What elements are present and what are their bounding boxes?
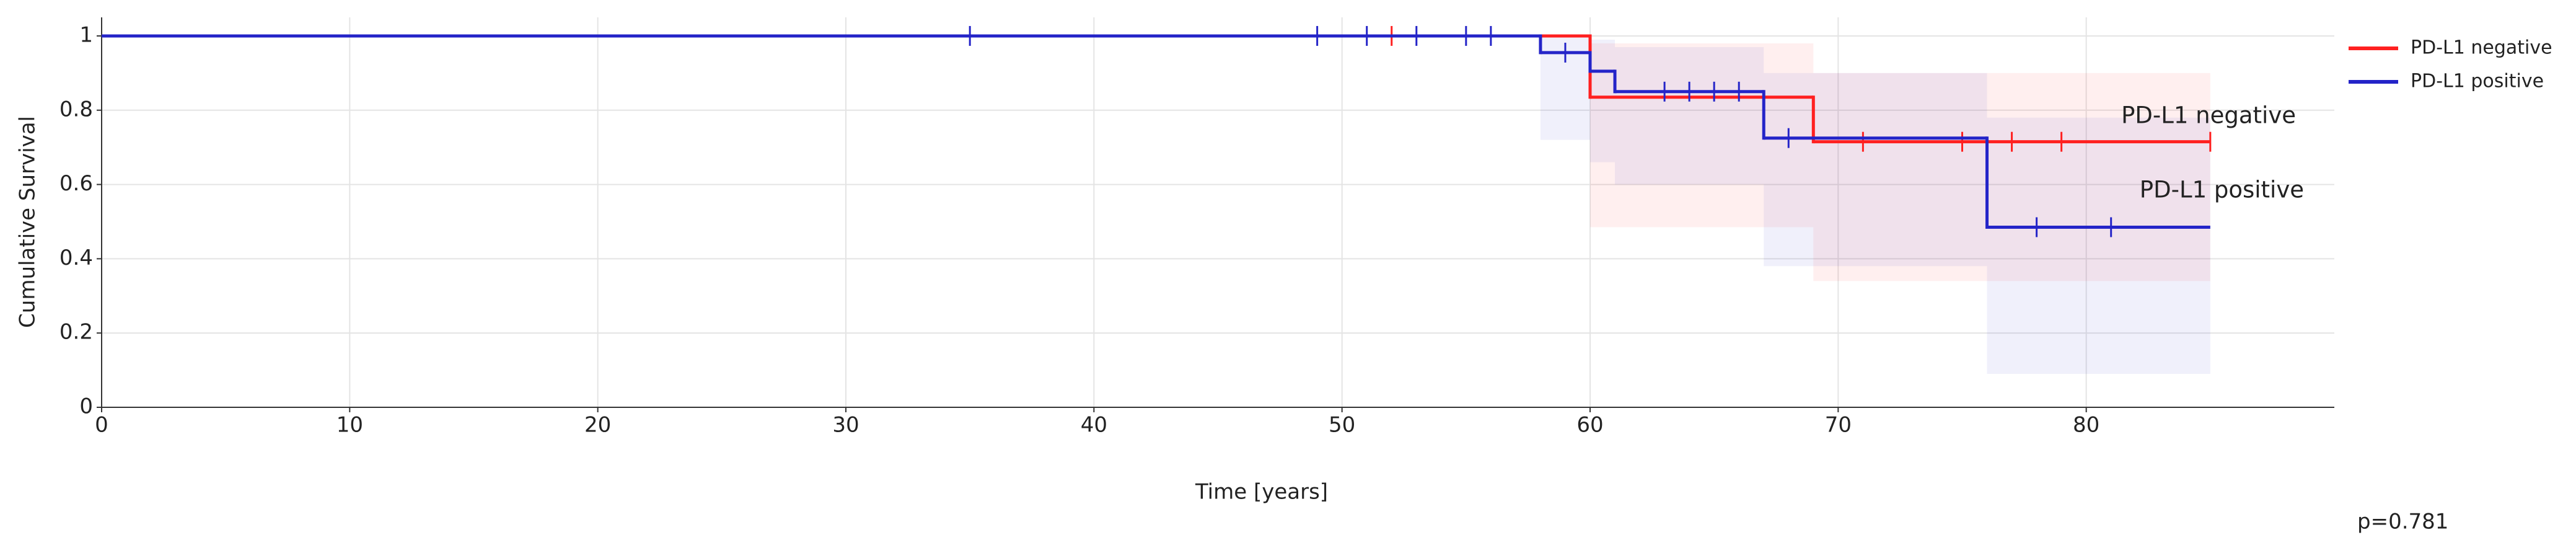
confidence-band <box>1764 73 1987 267</box>
y-tick-label: 0.8 <box>59 97 93 122</box>
x-axis-label: Time [years] <box>1195 480 1328 505</box>
y-tick-label: 0.6 <box>59 171 93 196</box>
confidence-band <box>1590 43 1814 228</box>
confidence-band <box>1615 46 1764 185</box>
confidence-band <box>1590 39 1615 162</box>
x-tick-label: 30 <box>832 413 859 438</box>
annotation: PD-L1 negative <box>2121 102 2296 129</box>
p-value: p=0.781 <box>2357 510 2448 534</box>
x-tick-label: 60 <box>1576 413 1603 438</box>
annotation: PD-L1 positive <box>2140 177 2304 203</box>
y-axis-label: Cumulative Survival <box>15 116 40 328</box>
y-tick-label: 0 <box>79 394 93 419</box>
y-tick-label: 0.2 <box>59 320 93 345</box>
x-tick-label: 70 <box>1825 413 1852 438</box>
confidence-band <box>1813 73 2210 281</box>
y-tick-label: 0.4 <box>59 246 93 270</box>
legend-label: PD-L1 positive <box>2411 71 2544 92</box>
x-tick-label: 80 <box>2073 413 2099 438</box>
x-tick-label: 0 <box>95 413 108 438</box>
y-tick-label: 1 <box>79 22 93 47</box>
x-tick-label: 10 <box>336 413 363 438</box>
x-tick-label: 20 <box>584 413 611 438</box>
legend-label: PD-L1 negative <box>2411 37 2552 59</box>
x-tick-label: 40 <box>1081 413 1107 438</box>
x-tick-label: 50 <box>1329 413 1355 438</box>
confidence-band <box>1987 117 2210 374</box>
